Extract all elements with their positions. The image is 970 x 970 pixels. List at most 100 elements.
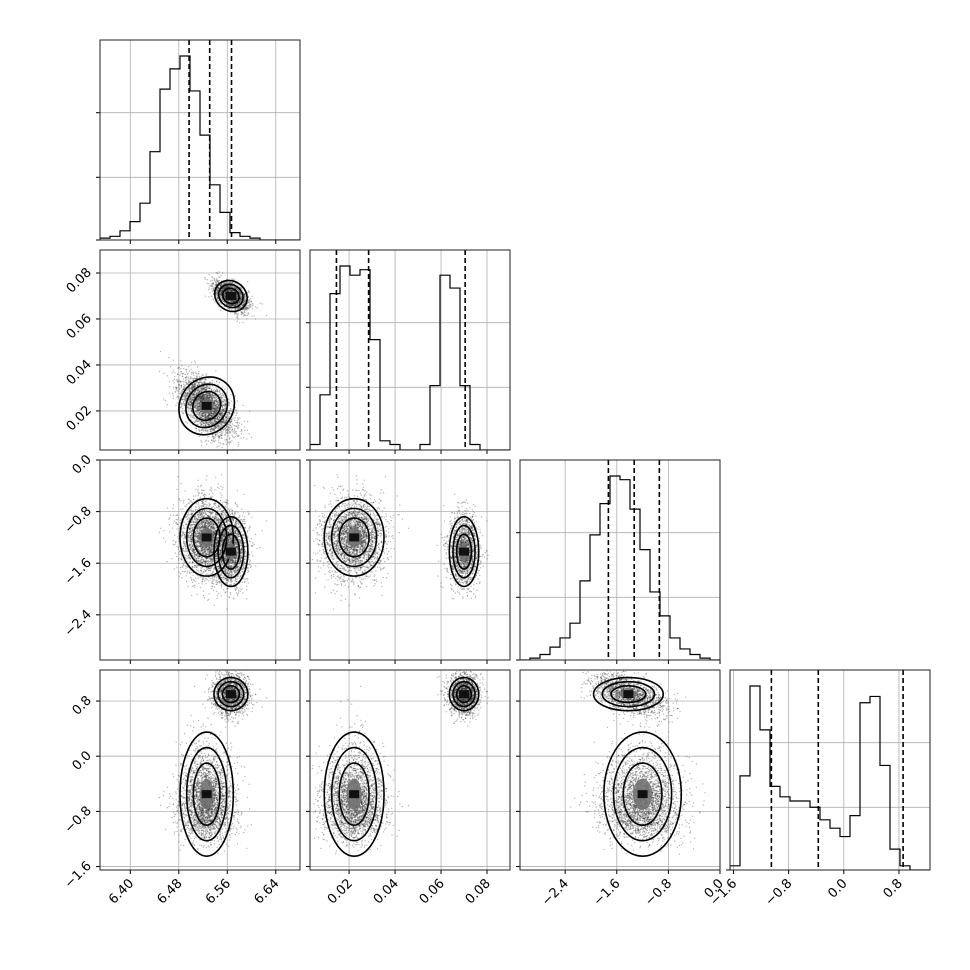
sample-point — [224, 301, 226, 304]
sample-point — [232, 290, 234, 292]
sample-point — [229, 431, 231, 434]
sample-point — [208, 420, 210, 423]
sample-point — [221, 284, 223, 286]
sample-point — [202, 398, 205, 400]
sample-point — [187, 404, 189, 406]
sample-point — [220, 413, 222, 415]
sample-point — [209, 394, 211, 396]
sample-point — [217, 406, 219, 408]
sample-point — [212, 408, 215, 410]
sample-point — [229, 285, 231, 287]
sample-point — [200, 395, 202, 397]
sample-point — [208, 435, 210, 437]
sample-point — [220, 420, 223, 423]
sample-point — [202, 398, 204, 400]
sample-point — [201, 423, 203, 425]
sample-point — [208, 387, 211, 389]
sample-point — [234, 304, 236, 306]
y-tick-label: 0.02 — [64, 403, 95, 434]
sample-point — [225, 404, 227, 406]
sample-point — [158, 370, 161, 373]
sample-point — [185, 377, 187, 379]
sample-point — [231, 300, 234, 302]
sample-point — [237, 313, 239, 315]
sample-point — [194, 383, 197, 385]
sample-point — [206, 395, 208, 398]
sample-point — [211, 414, 213, 417]
sample-point — [223, 281, 226, 284]
sample-point — [188, 380, 190, 382]
sample-point — [235, 410, 237, 412]
sample-point — [201, 386, 203, 388]
sample-point — [231, 418, 233, 421]
sample-point — [217, 415, 219, 417]
sample-point — [236, 289, 238, 291]
sample-point — [216, 403, 218, 405]
sample-point — [212, 435, 215, 437]
sample-point — [217, 425, 219, 427]
sample-point — [208, 413, 211, 415]
sample-point — [188, 390, 190, 393]
sample-point — [197, 390, 199, 393]
sample-point — [218, 427, 220, 429]
sample-point — [189, 377, 191, 380]
sample-point — [212, 423, 214, 426]
sample-point — [204, 394, 207, 396]
sample-point — [222, 424, 224, 426]
sample-point — [199, 401, 201, 404]
sample-point — [198, 430, 201, 432]
sample-point — [209, 430, 212, 433]
sample-point — [207, 385, 209, 387]
sample-point — [185, 368, 188, 371]
sample-point — [223, 405, 225, 407]
sample-point — [214, 412, 217, 414]
sample-point — [211, 397, 213, 400]
sample-point — [200, 391, 202, 393]
sample-point — [235, 312, 237, 314]
sample-point — [218, 271, 220, 273]
sample-point — [233, 290, 235, 292]
sample-point — [220, 437, 223, 439]
sample-point — [216, 407, 219, 409]
sample-point — [220, 424, 223, 426]
sample-point — [211, 422, 213, 424]
histogram-0 — [100, 55, 300, 240]
sample-point — [225, 281, 228, 283]
sample-point — [186, 392, 188, 394]
sample-point — [213, 289, 215, 291]
sample-point — [205, 414, 207, 416]
sample-point — [209, 392, 211, 395]
sample-point — [220, 412, 222, 414]
sample-point — [214, 427, 217, 430]
sample-point — [213, 418, 216, 420]
sample-point — [226, 419, 228, 421]
sample-point — [205, 423, 207, 425]
sample-point — [173, 382, 175, 384]
sample-point — [212, 398, 214, 401]
sample-point — [215, 390, 217, 393]
sample-point — [223, 408, 225, 411]
sample-point — [215, 433, 217, 436]
sample-point — [221, 414, 224, 417]
sample-point — [240, 430, 242, 433]
sample-point — [237, 302, 239, 305]
sample-point — [181, 404, 183, 406]
sample-point — [229, 424, 231, 426]
sample-point — [218, 279, 221, 282]
sample-point — [200, 398, 203, 400]
sample-point — [197, 389, 199, 392]
sample-point — [225, 420, 227, 422]
sample-point — [243, 294, 245, 296]
sample-point — [179, 407, 181, 409]
sample-point — [205, 425, 208, 427]
sample-point — [187, 406, 189, 408]
sample-point — [197, 409, 199, 411]
sample-point — [208, 395, 210, 398]
sample-point — [221, 404, 224, 407]
sample-point — [213, 411, 215, 413]
sample-point — [213, 422, 216, 424]
y-tick-label: 0.06 — [64, 311, 95, 342]
sample-point — [226, 414, 228, 416]
sample-point — [234, 312, 236, 314]
sample-point — [212, 408, 214, 410]
